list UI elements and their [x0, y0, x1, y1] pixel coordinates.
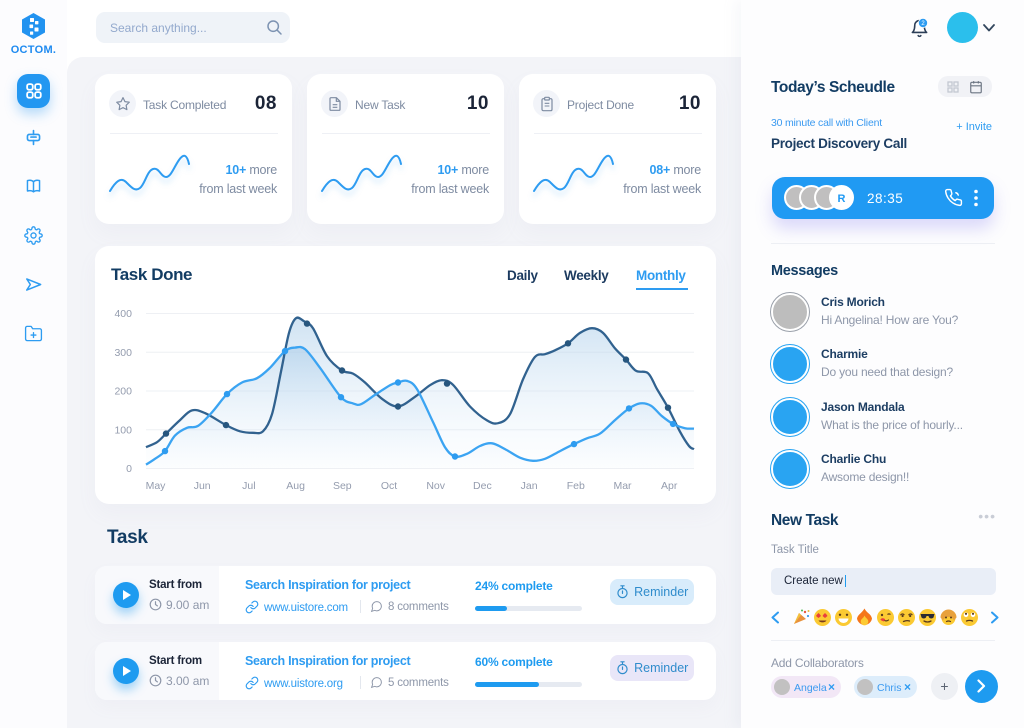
svg-text:2: 2 — [921, 21, 925, 27]
svg-text:Apr: Apr — [661, 480, 678, 492]
svg-text:400: 400 — [114, 308, 132, 320]
svg-text:Oct: Oct — [381, 480, 397, 492]
svg-text:Jan: Jan — [521, 480, 538, 492]
svg-text:Jul: Jul — [242, 480, 255, 492]
svg-text:Dec: Dec — [473, 480, 492, 492]
svg-text:Jun: Jun — [194, 480, 211, 492]
svg-text:Mar: Mar — [613, 480, 632, 492]
svg-text:0: 0 — [126, 463, 132, 475]
svg-text:Feb: Feb — [567, 480, 585, 492]
svg-text:300: 300 — [114, 347, 132, 359]
svg-text:Sep: Sep — [333, 480, 352, 492]
svg-text:200: 200 — [114, 386, 132, 398]
svg-text:Nov: Nov — [426, 480, 445, 492]
svg-text:Aug: Aug — [286, 480, 305, 492]
svg-text:100: 100 — [114, 425, 132, 437]
svg-text:May: May — [146, 480, 167, 492]
